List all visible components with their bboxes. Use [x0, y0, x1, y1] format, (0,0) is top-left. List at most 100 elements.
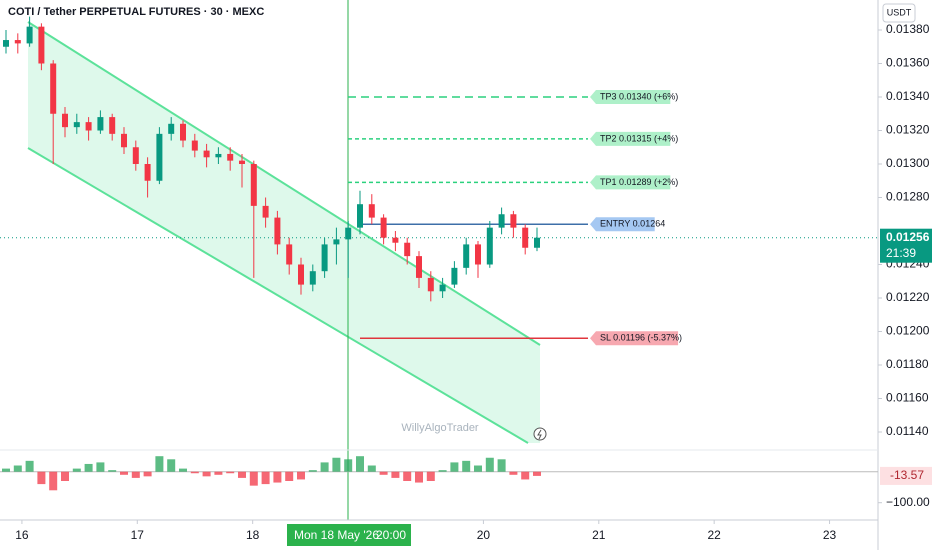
osc-bar	[509, 471, 518, 475]
candle-body	[227, 153, 234, 161]
osc-bar	[356, 456, 364, 472]
level-label-box	[590, 217, 655, 232]
candle-body	[239, 160, 245, 164]
osc-bar	[249, 471, 258, 486]
candle-body	[439, 284, 446, 292]
channel-lower	[27, 147, 529, 444]
candle-body	[321, 244, 328, 272]
y-tick-label: 0.01320	[886, 123, 930, 137]
candle-body	[50, 63, 57, 114]
candle-body	[191, 140, 198, 151]
osc-bar	[521, 471, 530, 480]
candle-body	[38, 26, 45, 64]
candle-body	[475, 244, 481, 265]
y-tick-label: 0.01160	[886, 391, 929, 405]
candle-body	[144, 164, 151, 181]
level-label-box	[590, 331, 679, 346]
osc-bar	[96, 462, 105, 472]
osc-bar	[497, 459, 506, 472]
y-tick-label: 0.01180	[886, 357, 929, 371]
alert-icon[interactable]	[533, 427, 547, 441]
y-tick-label: 0.01340	[886, 89, 930, 103]
osc-bar	[61, 471, 69, 481]
osc-bar	[462, 460, 471, 472]
x-tick-label: 18	[246, 528, 260, 542]
crosshair-box	[287, 524, 411, 546]
candle-body	[286, 244, 293, 265]
x-tick-label: 21	[592, 528, 606, 542]
osc-bar	[143, 471, 152, 477]
candle-body	[97, 117, 104, 131]
candle-body	[121, 133, 127, 148]
candle-body	[486, 227, 493, 265]
currency-box[interactable]	[882, 3, 916, 23]
crosshair-date: Mon 18 May '26	[294, 528, 379, 542]
osc-bar	[131, 471, 140, 478]
candle-body	[250, 164, 257, 206]
candle-body	[416, 256, 422, 278]
osc-bar	[72, 468, 81, 472]
candle-body	[451, 267, 458, 285]
candle-body	[168, 123, 175, 134]
osc-bar	[450, 462, 459, 472]
osc-bar	[403, 471, 412, 481]
osc-bar	[415, 471, 423, 483]
channel-upper	[27, 21, 541, 346]
osc-bar	[179, 468, 187, 472]
osc-bar	[13, 465, 22, 472]
candle-body	[262, 205, 269, 218]
osc-bar	[49, 471, 58, 491]
osc-bar	[533, 471, 541, 476]
osc-bar	[2, 468, 10, 472]
osc-bar	[155, 456, 164, 472]
x-tick-label: 23	[823, 528, 837, 542]
candle-body	[62, 113, 68, 128]
candle-body	[522, 227, 529, 248]
currency: USDT	[887, 7, 912, 17]
osc-bar	[238, 471, 246, 478]
last-price-box	[880, 228, 932, 263]
osc-bar	[190, 471, 199, 474]
osc-bar	[438, 470, 447, 472]
level-label-box	[590, 90, 671, 104]
osc-bar	[202, 471, 211, 477]
candle-body	[85, 122, 92, 131]
osc-bar	[25, 460, 34, 472]
osc-bar	[37, 471, 46, 485]
level-label-box	[590, 131, 671, 146]
candle-body	[392, 237, 399, 243]
osc-bar	[344, 459, 353, 472]
osc-bar	[285, 471, 294, 481]
candle-body	[368, 204, 375, 218]
alert-bolt	[537, 429, 542, 440]
osc-bar	[226, 471, 235, 474]
osc-bar	[167, 459, 176, 472]
candle-body	[132, 147, 139, 164]
osc-last-box	[880, 466, 932, 485]
osc-bar	[108, 470, 117, 472]
osc-bar	[84, 463, 93, 472]
osc-bar	[320, 462, 329, 472]
level-label-box	[590, 175, 671, 190]
candle-body	[357, 204, 363, 228]
y-tick-label: 0.01220	[886, 290, 930, 304]
level-label: ENTRY 0.01264	[600, 219, 665, 229]
candle-body	[404, 242, 411, 257]
osc-bar	[297, 471, 305, 480]
candle-body	[215, 153, 222, 158]
y-tick-label: 0.01140	[886, 424, 929, 438]
crosshair-time: 20:00	[376, 528, 406, 542]
candle-body	[109, 117, 116, 134]
osc-bar	[332, 457, 341, 472]
y-tick-label: 0.01200	[886, 324, 930, 338]
osc-bar	[367, 465, 376, 472]
candle-body	[510, 214, 517, 228]
candle-body	[380, 217, 387, 238]
watermark: WillyAlgoTrader	[401, 422, 479, 434]
y-tick-label: 0.01360	[886, 56, 930, 70]
candle-body	[427, 277, 434, 292]
level-label: TP3 0.01340 (+6%)	[600, 91, 678, 101]
candle-body	[274, 217, 281, 245]
candle-body	[309, 271, 316, 285]
